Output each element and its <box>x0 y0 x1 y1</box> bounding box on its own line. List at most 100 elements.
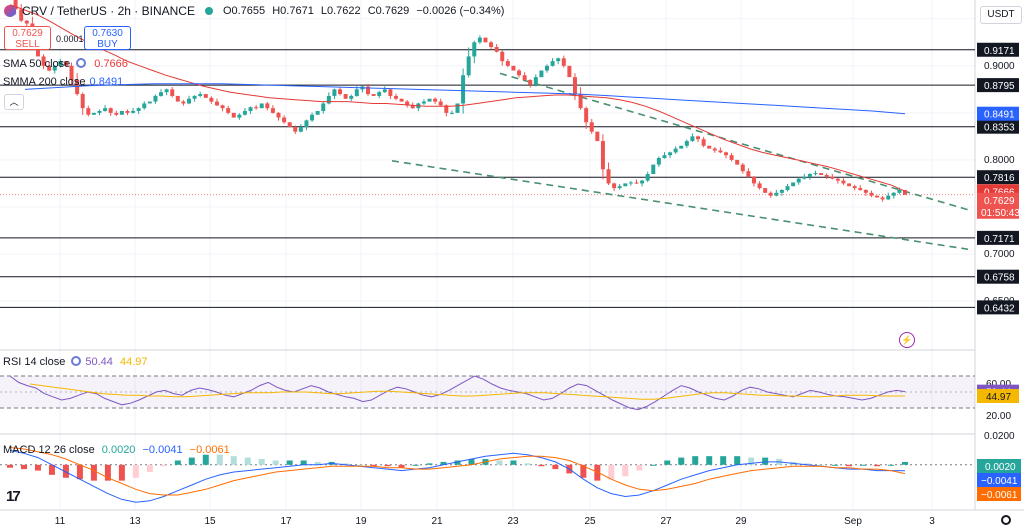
macd-histogram-bar <box>608 464 615 480</box>
macd-histogram-bar <box>832 464 839 466</box>
macd-histogram-bar <box>426 463 433 465</box>
candle-body <box>259 103 264 109</box>
macd-histogram-bar <box>202 454 209 465</box>
candle-body <box>136 108 141 111</box>
macd-histogram-bar <box>244 457 251 465</box>
candle-body <box>572 77 577 95</box>
sma50-legend[interactable]: SMA 50 close 0.7666 <box>3 58 128 70</box>
marker-price-tag <box>977 106 1019 121</box>
candle-body <box>886 195 891 200</box>
price-tick-label: 0.7000 <box>984 249 1015 260</box>
time-tick-label: 23 <box>507 516 519 527</box>
sma50-line <box>9 4 906 192</box>
level-price-tag <box>977 42 1019 57</box>
price-axis[interactable]: 0.95000.90000.85000.80000.75000.70000.65… <box>977 14 1021 501</box>
candle-body <box>338 89 343 95</box>
macd-histogram-bar <box>342 463 349 465</box>
candle-body <box>298 126 303 132</box>
candle-body <box>617 186 622 189</box>
tradingview-logo[interactable]: 17 <box>6 488 21 505</box>
macd-signal-value: −0.0061 <box>189 444 230 456</box>
macd-histogram-bar <box>454 460 461 465</box>
candle-body <box>24 20 29 24</box>
level-price-tag <box>977 230 1019 245</box>
smma200-legend[interactable]: SMMA 200 close 0.8491 <box>3 76 123 88</box>
candle-body <box>774 192 779 196</box>
macd-histogram-bar <box>804 463 811 465</box>
candle-body <box>293 126 298 132</box>
sell-button[interactable]: 0.7629 SELL <box>4 26 51 50</box>
close-value: C0.7629 <box>367 5 410 17</box>
candle-body <box>763 188 768 193</box>
candle-body <box>903 189 907 195</box>
macd-pane <box>0 447 975 503</box>
candle-body <box>433 98 438 102</box>
macd-histogram-bar <box>510 460 517 465</box>
currency-selector[interactable]: USDT <box>980 6 1022 24</box>
rsi-legend[interactable]: RSI 14 close 50.44 44.97 <box>3 356 148 368</box>
macd-line-tag <box>977 473 1021 487</box>
macd-histogram-bar <box>90 464 97 481</box>
settings-icon[interactable] <box>71 356 82 366</box>
candle-body <box>19 9 24 21</box>
candle-body <box>131 110 136 113</box>
candle-body <box>226 108 231 113</box>
macd-histogram-bar <box>636 464 643 471</box>
candle-body <box>511 65 516 71</box>
time-tick-label: Sep <box>844 516 862 527</box>
level-price-label: 0.6758 <box>984 273 1015 284</box>
candle-body <box>142 103 147 109</box>
chart-settings-icon[interactable] <box>1001 515 1011 525</box>
settings-icon[interactable] <box>76 58 87 68</box>
candle-body <box>724 152 728 156</box>
candle-body <box>449 112 454 114</box>
candle-body <box>696 136 701 140</box>
macd-histogram-bar <box>20 464 27 470</box>
candle-body <box>393 95 398 99</box>
horizontal-levels <box>0 49 975 308</box>
candle-body <box>679 145 684 149</box>
candle-body <box>539 70 544 78</box>
time-axis[interactable]: 11 13 15 17 19 21 23 25 27 29 Sep 3 <box>55 516 935 527</box>
macd-histogram-bar <box>314 461 321 465</box>
candle-body <box>567 65 572 78</box>
candle-body <box>768 192 773 196</box>
channel-lower-line <box>391 160 969 251</box>
macd-histogram-bar <box>594 464 601 481</box>
macd-histogram-bar <box>874 464 881 467</box>
sma50-label: SMA 50 close <box>3 58 71 70</box>
level-price-tag <box>977 300 1019 315</box>
level-price-label: 0.7816 <box>984 173 1015 184</box>
symbol-title[interactable]: CRV / TetherUS · 2h · BINANCE <box>22 4 195 18</box>
open-value: O0.7655 <box>222 5 266 17</box>
candle-body <box>377 92 382 96</box>
candle-body <box>869 192 874 196</box>
candle-body <box>746 171 751 177</box>
collapse-legend-button[interactable]: ︿ <box>4 94 24 110</box>
macd-histogram-bar <box>496 460 503 465</box>
macd-signal-line <box>9 447 906 496</box>
level-price-label: 0.9171 <box>984 46 1015 57</box>
candle-body <box>690 136 695 142</box>
candle-body <box>466 56 471 76</box>
candle-body <box>75 79 80 95</box>
macd-legend[interactable]: MACD 12 26 close 0.0020 −0.0041 −0.0061 <box>3 444 230 456</box>
macd-histogram-bar <box>384 464 391 467</box>
macd-histogram-bar <box>412 464 419 466</box>
macd-histogram-bar <box>160 464 167 467</box>
time-tick-label: 3 <box>929 516 935 527</box>
macd-histogram-bar <box>216 454 223 465</box>
candle-body <box>159 92 164 96</box>
time-tick-label: 11 <box>55 516 66 527</box>
candle-body <box>315 110 320 115</box>
candle-body <box>164 89 169 93</box>
ohlc-values: O0.7655 H0.7671 L0.7622 C0.7629 −0.0026 … <box>223 5 508 17</box>
candle-body <box>187 98 191 104</box>
macd-histogram-bar <box>146 464 153 472</box>
crv-logo-icon <box>4 5 16 17</box>
alert-icon[interactable]: ⚡ <box>899 332 915 348</box>
time-tick-label: 21 <box>431 516 443 527</box>
buy-button[interactable]: 0.7630 BUY <box>84 26 131 50</box>
candle-body <box>528 79 533 85</box>
